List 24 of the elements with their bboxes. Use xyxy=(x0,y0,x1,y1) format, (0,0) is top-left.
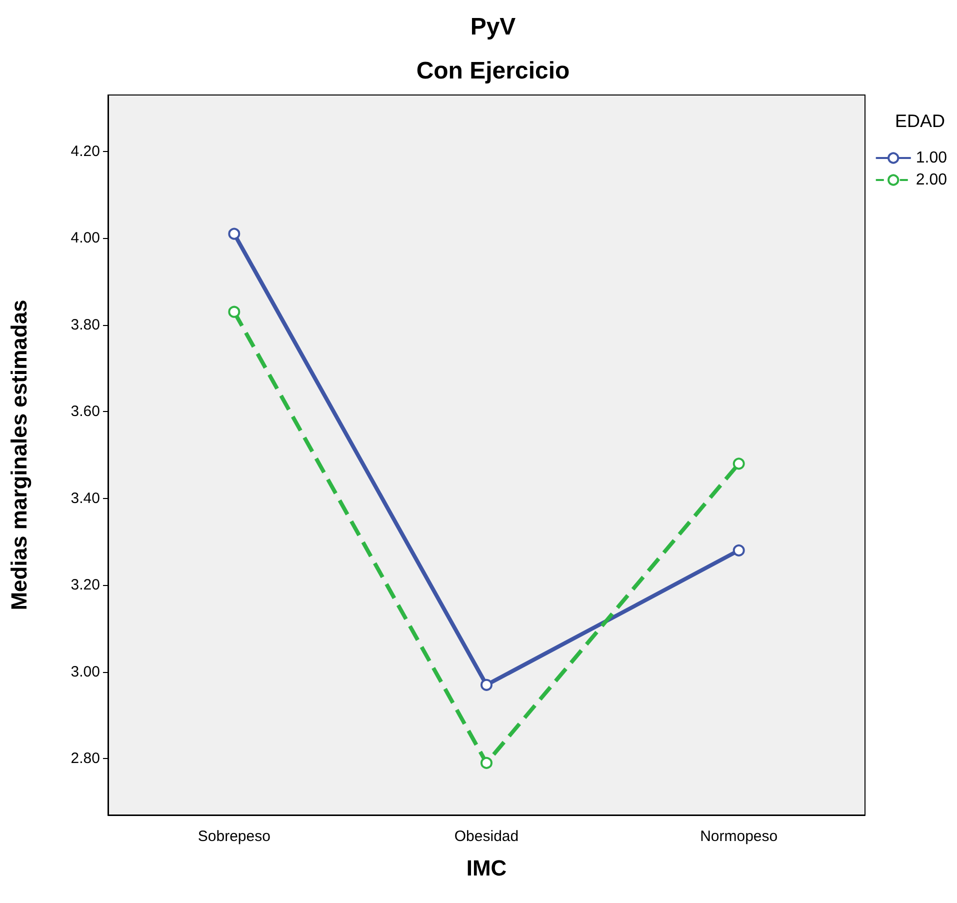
y-tick-label: 3.00 xyxy=(70,663,100,680)
point xyxy=(228,228,240,240)
x-tick-label: Obesidad xyxy=(454,828,519,845)
legend-label: 2.00 xyxy=(916,172,948,188)
y-tick-label: 2.80 xyxy=(70,750,100,768)
point xyxy=(480,678,492,691)
y-tick-label: 3.80 xyxy=(70,316,100,334)
point xyxy=(480,756,492,769)
y-axis-title: Medias marginales estimadas xyxy=(6,300,32,610)
x-axis-title: IMC xyxy=(466,856,507,880)
chart-subtitle: Con Ejercicio xyxy=(416,58,570,84)
legend-title: EDAD xyxy=(894,111,946,131)
legend-label: 1.00 xyxy=(916,150,948,166)
y-tick-label: 4.00 xyxy=(70,230,100,247)
y-tick-label: 4.20 xyxy=(70,142,100,160)
point xyxy=(732,544,745,556)
chart-title: PyV xyxy=(470,14,516,40)
x-tick-label: Normopeso xyxy=(700,828,778,845)
point xyxy=(732,458,745,470)
y-tick-label: 3.60 xyxy=(70,403,100,420)
y-tick-label: 3.40 xyxy=(70,490,100,507)
x-tick-label: Sobrepeso xyxy=(198,828,270,845)
point xyxy=(228,306,240,318)
y-tick-label: 3.20 xyxy=(70,576,100,594)
